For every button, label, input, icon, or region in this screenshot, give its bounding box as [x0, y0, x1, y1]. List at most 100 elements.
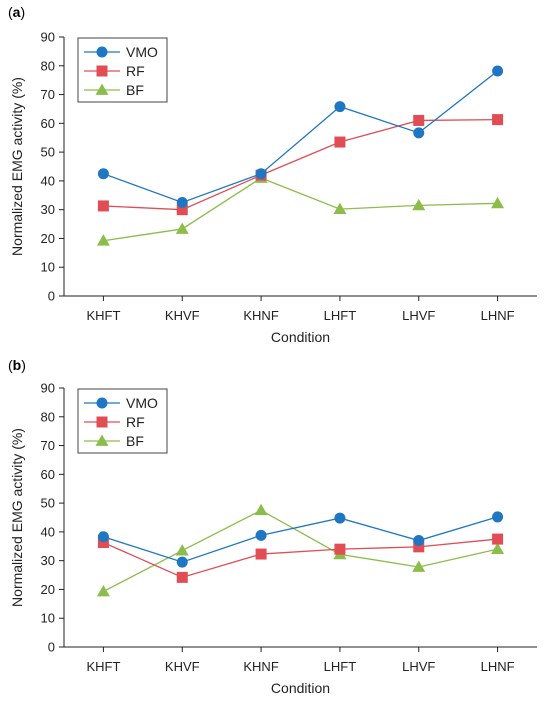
y-tick-label: 10 [41, 260, 55, 275]
y-tick-label: 70 [41, 87, 55, 102]
legend-label: BF [126, 433, 144, 449]
x-axis-title: Condition [271, 329, 330, 345]
x-tick-label: KHNF [243, 308, 278, 323]
legend-marker [96, 46, 108, 58]
legend-marker [95, 434, 109, 446]
y-tick-label: 60 [41, 467, 55, 482]
data-point [492, 533, 504, 545]
x-tick-label: KHFT [86, 308, 120, 323]
panel-label-open: ( [8, 357, 13, 373]
data-point [255, 548, 267, 560]
panel-label: (b) [8, 357, 26, 373]
data-point [491, 196, 505, 209]
data-point [97, 168, 109, 180]
data-point [176, 556, 188, 568]
legend-marker [96, 65, 108, 77]
data-point [334, 543, 346, 555]
data-point [96, 584, 110, 597]
legend-entry-bf: BF [84, 82, 144, 98]
data-point [97, 537, 109, 549]
legend-marker [95, 83, 109, 95]
series-bf [96, 503, 505, 597]
legend-entry-rf: RF [84, 414, 145, 430]
panel-label-letter: b [13, 357, 22, 373]
y-tick-label: 60 [41, 116, 55, 131]
y-tick-label: 50 [41, 145, 55, 160]
legend-label: VMO [126, 44, 158, 60]
legend-box [77, 37, 168, 103]
y-tick-label: 0 [48, 289, 55, 304]
x-axis-title: Condition [271, 680, 330, 696]
series-line [103, 177, 498, 242]
panel-label-close: ) [20, 4, 25, 20]
x-tick-label: KHNF [243, 659, 278, 674]
x-tick-label: LHVF [402, 308, 435, 323]
x-tick-label: LHNF [481, 308, 515, 323]
data-point [413, 535, 425, 547]
y-tick-label: 30 [41, 553, 55, 568]
data-point [492, 511, 504, 523]
legend-label: RF [126, 63, 145, 79]
data-point [334, 512, 346, 524]
data-point [176, 196, 188, 208]
y-tick-label: 70 [41, 438, 55, 453]
x-tick-label: LHFT [324, 659, 357, 674]
y-tick-label: 0 [48, 640, 55, 655]
x-tick-label: LHVF [402, 659, 435, 674]
series-vmo [97, 511, 504, 568]
legend-entry-bf: BF [84, 433, 144, 449]
series-rf [97, 114, 504, 216]
data-point [97, 200, 109, 212]
y-axis-title: Normalized EMG activity (%) [9, 428, 25, 607]
data-point [175, 222, 189, 234]
series-line [103, 70, 498, 204]
legend-label: BF [126, 82, 144, 98]
y-tick-label: 80 [41, 409, 55, 424]
y-axis-title: Normalized EMG activity (%) [9, 77, 25, 256]
data-point [334, 136, 346, 148]
x-tick-label: KHFT [86, 659, 120, 674]
data-point [413, 127, 425, 139]
data-point [176, 571, 188, 583]
data-point [413, 541, 425, 553]
x-tick-label: LHNF [481, 659, 515, 674]
legend: VMO RF BF [77, 37, 168, 103]
y-tick-label: 90 [41, 381, 55, 396]
data-point [491, 542, 505, 555]
data-point [254, 503, 268, 516]
legend-marker [96, 416, 108, 428]
chart-panel-a: (a) 0 10 20 30 40 50 60 70 80 90 KHFT KHVF KHNF LHFT LH… [8, 4, 537, 345]
panel-label-open: ( [8, 4, 13, 20]
data-point [492, 114, 504, 126]
panel-label-close: ) [21, 357, 26, 373]
data-point [413, 114, 425, 126]
y-tick-label: 40 [41, 173, 55, 188]
data-point [333, 202, 347, 214]
series-rf [97, 533, 504, 583]
x-tick-label: KHVF [165, 308, 200, 323]
panel-label: (a) [8, 4, 25, 20]
legend-entry-vmo: VMO [84, 44, 158, 60]
data-point [412, 198, 426, 211]
legend: VMO RF BF [77, 388, 168, 454]
data-point [96, 234, 110, 246]
data-point [175, 544, 189, 556]
legend-entry-vmo: VMO [84, 395, 158, 411]
series-line [103, 516, 498, 563]
data-point [492, 65, 504, 77]
data-point [412, 560, 426, 572]
data-point [334, 101, 346, 113]
y-tick-label: 90 [41, 30, 55, 45]
series-vmo [97, 65, 504, 208]
series-line [103, 509, 498, 593]
legend-box [77, 388, 168, 454]
data-point [255, 168, 267, 180]
legend-label: VMO [126, 395, 158, 411]
y-tick-label: 50 [41, 496, 55, 511]
y-tick-label: 30 [41, 202, 55, 217]
y-tick-label: 10 [41, 611, 55, 626]
series-line [103, 538, 498, 579]
y-tick-label: 80 [41, 58, 55, 73]
data-point [176, 204, 188, 216]
